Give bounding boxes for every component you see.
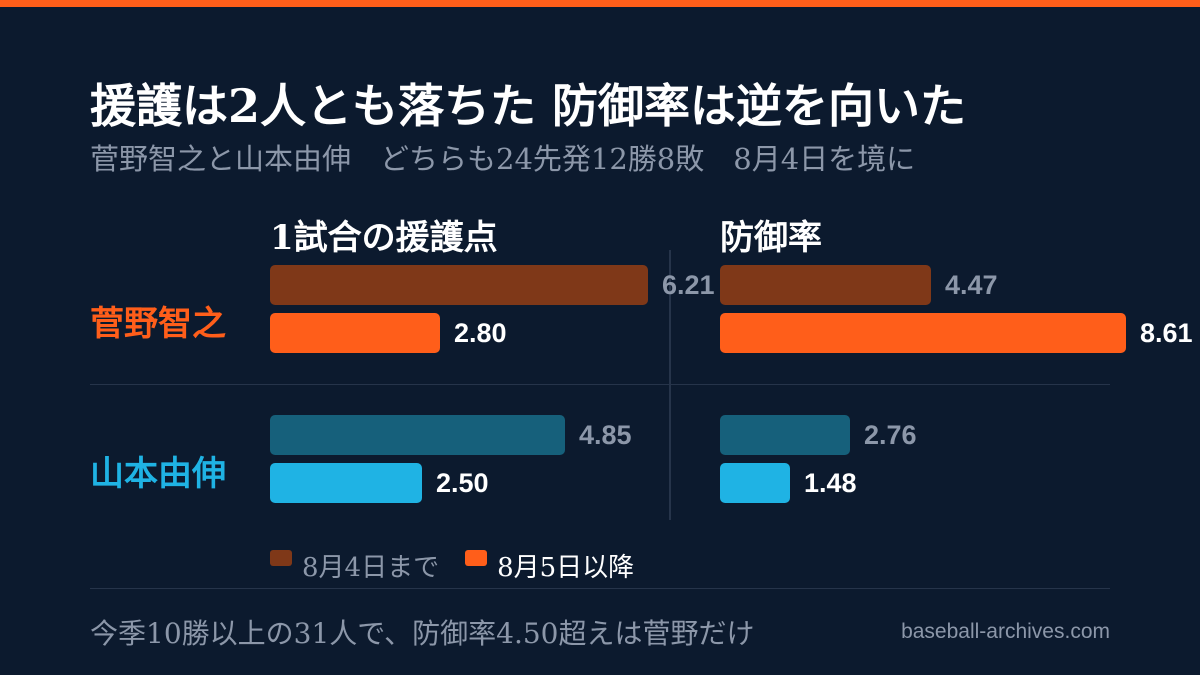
player-label-sugano: 菅野智之 <box>90 304 226 344</box>
bar-yamamoto-era-before <box>720 415 850 455</box>
footer-divider <box>90 588 1110 589</box>
legend-item-after: 8月5日以降 <box>465 547 634 584</box>
chart-subtitle: 菅野智之と山本由伸 どちらも24先発12勝8敗 8月4日を境に <box>90 142 916 176</box>
legend: 8月4日まで 8月5日以降 <box>270 547 660 584</box>
bar-yamamoto-run-support-before <box>270 415 565 455</box>
row-divider <box>90 384 1110 385</box>
legend-item-before: 8月4日まで <box>270 547 439 584</box>
value-label-yamamoto-era-after: 1.48 <box>804 468 857 498</box>
value-label-yamamoto-era-before: 2.76 <box>864 420 917 450</box>
panel-title-era: 防御率 <box>720 218 822 258</box>
chart-title: 援護は2人とも落ちた 防御率は逆を向いた <box>90 79 967 133</box>
footnote: 今季10勝以上の31人で、防御率4.50超えは菅野だけ <box>90 617 755 650</box>
value-label-sugano-era-after: 8.61 <box>1140 318 1193 348</box>
value-label-yamamoto-run-support-after: 2.50 <box>436 468 489 498</box>
bar-yamamoto-era-after <box>720 463 790 503</box>
value-label-yamamoto-run-support-before: 4.85 <box>579 420 632 450</box>
value-label-sugano-era-before: 4.47 <box>945 270 998 300</box>
source-credit: baseball-archives.com <box>901 620 1110 643</box>
bar-sugano-era-after <box>720 313 1126 353</box>
panel-title-run-support: 1試合の援護点 <box>270 218 498 258</box>
value-label-sugano-run-support-before: 6.21 <box>662 270 715 300</box>
legend-label-before: 8月4日まで <box>302 552 440 583</box>
legend-swatch-after <box>465 550 488 566</box>
panel-divider <box>669 250 671 520</box>
bar-sugano-run-support-after <box>270 313 440 353</box>
bar-sugano-era-before <box>720 265 931 305</box>
legend-swatch-before <box>270 550 292 566</box>
legend-label-after: 8月5日以降 <box>497 552 635 583</box>
top-accent-bar <box>0 0 1200 7</box>
value-label-sugano-run-support-after: 2.80 <box>454 318 507 348</box>
player-label-yamamoto: 山本由伸 <box>90 454 226 494</box>
bar-yamamoto-run-support-after <box>270 463 422 503</box>
bar-sugano-run-support-before <box>270 265 648 305</box>
